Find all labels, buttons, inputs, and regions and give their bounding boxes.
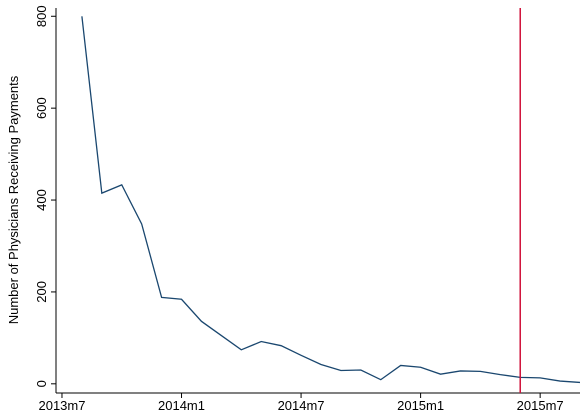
y-axis-label: Number of Physicians Receiving Payments — [6, 75, 21, 324]
y-tick-label: 400 — [34, 189, 49, 211]
y-tick-label: 200 — [34, 281, 49, 303]
y-tick-label: 600 — [34, 97, 49, 119]
x-tick-label: 2014m7 — [278, 398, 325, 413]
y-tick-label: 0 — [34, 380, 49, 387]
x-tick-label: 2014m1 — [158, 398, 205, 413]
plot-area — [81, 8, 580, 393]
line-series — [81, 16, 580, 384]
x-tick-label: 2015m1 — [397, 398, 444, 413]
x-tick-label: 2015m7 — [517, 398, 564, 413]
y-tick-label: 800 — [34, 5, 49, 27]
x-tick-label: 2013m7 — [38, 398, 85, 413]
